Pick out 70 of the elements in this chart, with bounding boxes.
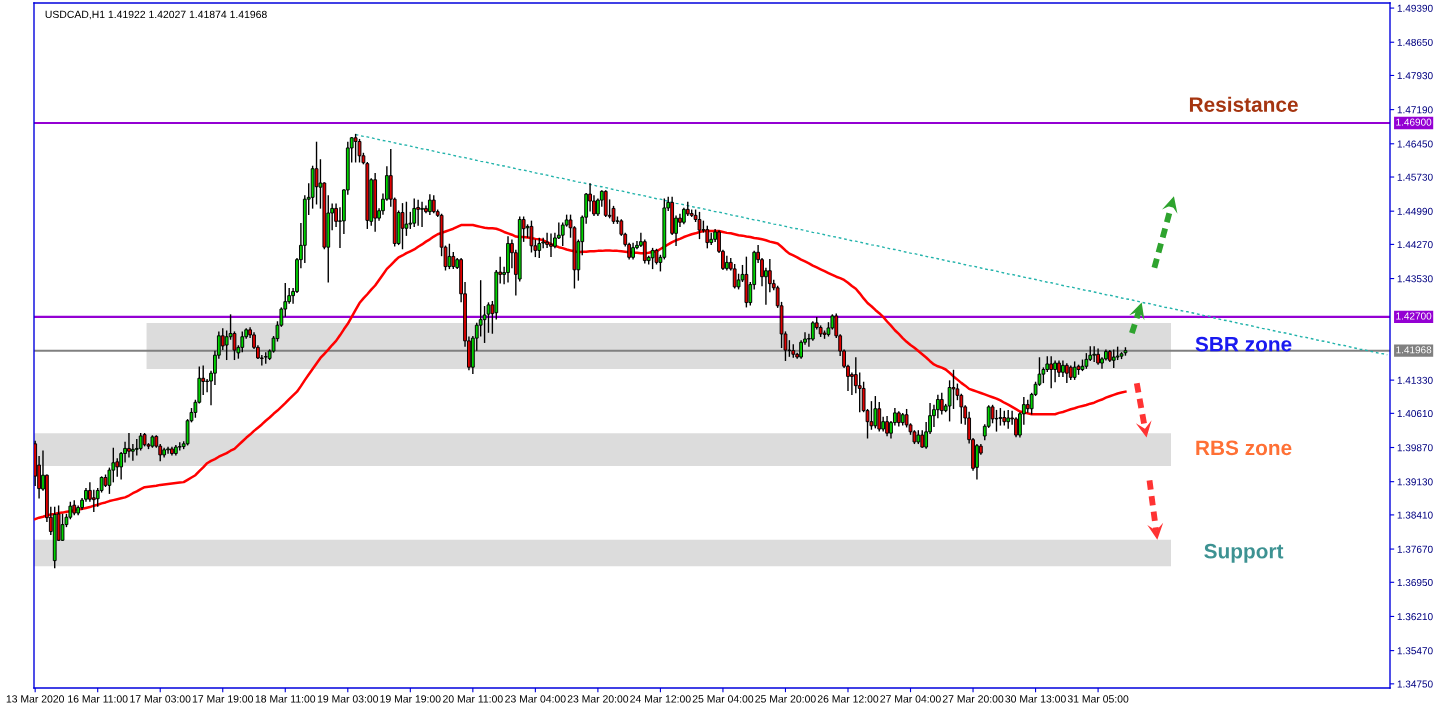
x-tick-label: 20 Mar 11:00 (443, 695, 503, 703)
candlestick (529, 220, 534, 253)
y-tick-label: 1.38410 (1397, 511, 1433, 519)
y-tick-label: 1.47190 (1397, 106, 1433, 114)
y-tick-label: 1.44270 (1397, 241, 1433, 249)
annotation: Resistance (1189, 96, 1298, 112)
y-tick-label: 1.48650 (1397, 38, 1433, 46)
y-tick-label: 1.43530 (1397, 275, 1433, 283)
candlestick (60, 513, 65, 541)
x-tick-label: 31 Mar 05:00 (1067, 695, 1129, 703)
y-tick-label: 1.39130 (1397, 478, 1433, 486)
x-tick-label: 26 Mar 12:00 (817, 695, 879, 703)
band-label: RBS zone (1196, 440, 1292, 456)
x-tick-label: 17 Mar 19:00 (192, 695, 254, 703)
candlestick (732, 264, 737, 289)
candlestick (412, 198, 417, 228)
band-label: SBR zone (1195, 336, 1292, 352)
candlestick (537, 237, 542, 259)
x-tick-label: 13 Mar 2020 (6, 695, 65, 703)
candlestick (91, 489, 96, 512)
candlestick (416, 199, 421, 226)
candlestick (549, 233, 553, 258)
candlestick (166, 446, 170, 454)
x-tick-label: 25 Mar 20:00 (755, 695, 816, 703)
ref-line-label: 1.46900 (1396, 118, 1432, 126)
ref-line-label: 1.42700 (1396, 312, 1432, 320)
x-tick-label: 19 Mar 03:00 (317, 695, 379, 703)
text: USDCAD,H1 1.41922 1.42027 1.41874 1.41968 (45, 10, 267, 20)
x-tick-label: 23 Mar 04:00 (505, 695, 566, 703)
y-tick-label: 1.35470 (1397, 647, 1433, 655)
ref-line-label: 1.41968 (1396, 346, 1432, 354)
x-tick-label: 27 Mar 04:00 (880, 695, 941, 703)
x-tick-label: 23 Mar 20:00 (567, 695, 629, 703)
y-tick-label: 1.34750 (1397, 680, 1433, 688)
candlestick (127, 432, 131, 458)
x-tick-label: 30 Mar 13:00 (1005, 695, 1066, 703)
y-tick-label: 1.47930 (1397, 72, 1433, 80)
candlestick (400, 203, 405, 250)
x-tick-label: 19 Mar 19:00 (380, 695, 441, 703)
candlestick (482, 306, 487, 343)
x-tick-label: 24 Mar 12:00 (630, 695, 691, 703)
band-label: Support (1204, 543, 1284, 563)
candlestick (697, 211, 702, 240)
candlestick (994, 409, 999, 432)
candlestick (420, 201, 424, 228)
candlestick (939, 392, 944, 415)
candlestick (1064, 363, 1069, 384)
y-tick-label: 1.40610 (1397, 409, 1433, 418)
candlestick (1092, 346, 1097, 362)
x-tick-label: 25 Mar 04:00 (692, 695, 754, 703)
x-tick-label: 17 Mar 03:00 (130, 695, 191, 703)
candlestick (357, 138, 362, 163)
x-tick-label: 16 Mar 11:00 (68, 695, 128, 703)
y-tick-label: 1.49390 (1397, 4, 1433, 12)
y-tick-label: 1.36210 (1397, 613, 1433, 621)
y-tick-label: 1.39870 (1397, 444, 1433, 452)
y-tick-label: 1.36950 (1397, 578, 1433, 587)
x-tick-label: 27 Mar 20:00 (942, 695, 1004, 703)
x-tick-label: 18 Mar 11:00 (255, 695, 316, 703)
candlestick (951, 369, 956, 409)
y-tick-label: 1.44990 (1397, 207, 1433, 215)
candlestick (314, 141, 319, 205)
candlestick (873, 396, 878, 429)
y-tick-label: 1.46450 (1397, 140, 1433, 148)
y-tick-label: 1.37670 (1397, 545, 1433, 553)
candlestick (885, 415, 889, 437)
y-tick-label: 1.41330 (1397, 376, 1433, 384)
candlestick (353, 133, 358, 163)
candlestick (1049, 356, 1054, 389)
y-tick-label: 1.45730 (1397, 173, 1433, 181)
